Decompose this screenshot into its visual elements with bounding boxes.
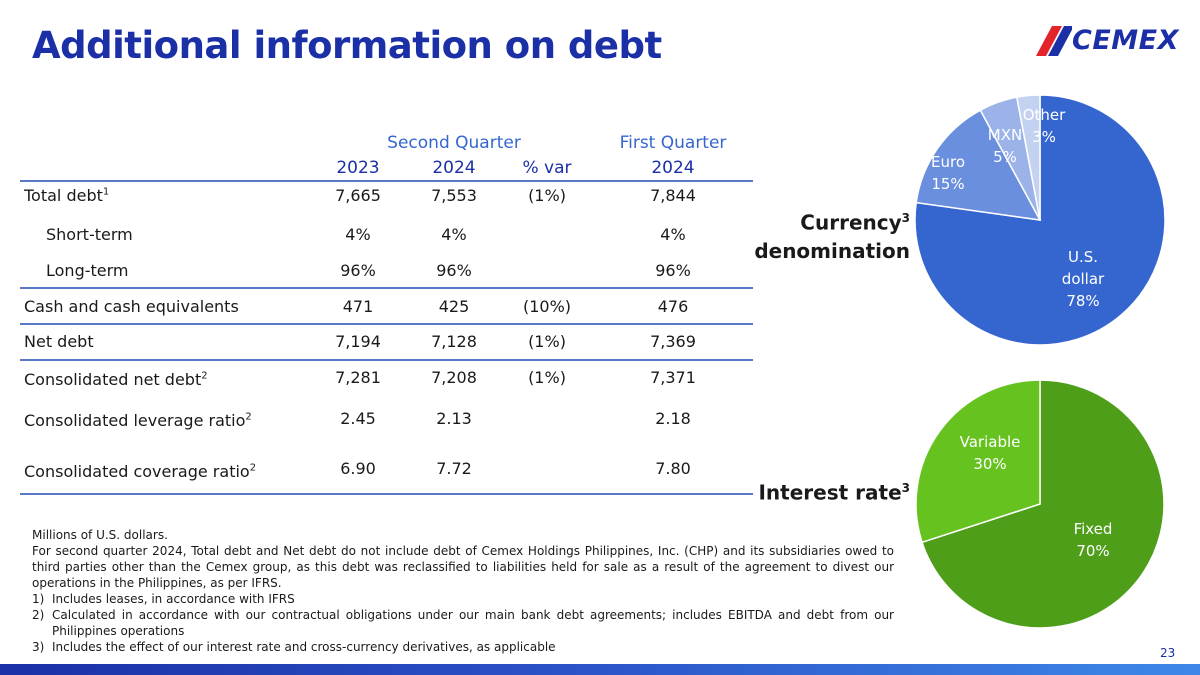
table-cell: (1%) [528,186,566,205]
table-cell: 96% [340,261,376,280]
footnote-text: Includes the effect of our interest rate… [52,640,556,654]
pie-slice-fixed [921,380,1165,629]
row-label: Cash and cash equivalents [24,297,239,316]
pie-slice-other [1015,94,1041,221]
row-label-sup: 2 [201,370,208,382]
table-cell: 7.80 [655,459,691,478]
pie-label-other: Other 3% [1023,106,1066,146]
cemex-logo: CEMEX [1032,24,1192,58]
col-header-2023: 2023 [336,158,380,178]
table-cell: 7,128 [431,332,477,351]
page-number: 23 [1160,646,1176,660]
currency-chart-title: Currency3 denomination [754,204,910,265]
row-label-text: Total debt [24,186,103,205]
row-label: Consolidated coverage ratio2 [24,462,256,481]
pie-label-u-s-dollar: U.S. dollar 78% [1062,248,1105,310]
table-rule-header [20,180,753,182]
table-cell: 7,665 [335,186,381,205]
table-cell: (1%) [528,368,566,387]
row-label-text: Consolidated leverage ratio [24,411,246,430]
pie-label-fixed: Fixed 70% [1074,520,1113,560]
footnote-text: Includes leases, in accordance with IFRS [52,592,295,606]
row-label-sup: 2 [249,462,257,474]
row-label: Short-term [46,225,133,244]
pie-slice-u-s-dollar [914,94,1166,346]
row-label-text: Long-term [46,261,129,280]
table-cell: 96% [436,261,472,280]
table-cell: 7,371 [650,368,696,387]
disclaimer-note: For second quarter 2024, Total debt and … [32,544,894,590]
footnote-number: 3) [32,640,45,654]
footnote-1: 1) Includes leases, in accordance with IF… [32,591,894,607]
group-header-first-quarter: First Quarter [619,133,727,153]
cemex-logo-mark-icon [1036,26,1072,56]
interest-chart-title-sup: 3 [901,481,910,495]
table-cell: 476 [657,297,689,316]
footnote-2: 2) Calculated in accordance with our cont… [32,607,894,639]
table-rule-netdebt [20,323,753,325]
row-label: Net debt [24,332,94,351]
table-cell: (10%) [522,297,572,316]
table-cell: 7.72 [436,459,472,478]
row-label-text: Consolidated coverage ratio [24,462,250,481]
row-label: Consolidated net debt2 [24,370,208,389]
table-cell: 7,844 [650,186,696,205]
pie-label-variable: Variable 30% [960,433,1021,473]
pie-label-mxn: MXN 5% [988,126,1022,166]
table-cell: 2.18 [655,409,691,428]
col-header-pct-var: % var [522,158,572,178]
table-cell: 7,369 [650,332,696,351]
table-rule-consolidated [20,359,753,361]
col-header-2024: 2024 [432,158,476,178]
table-rule-cash [20,287,753,289]
table-cell: 2.13 [436,409,472,428]
table-cell: 7,194 [335,332,381,351]
interest-pie-chart: Fixed 70% Variable 30% [915,380,1165,629]
table-cell: 4% [660,225,686,244]
table-cell: 6.90 [340,459,376,478]
table-cell: 4% [441,225,467,244]
page-title: Additional information on debt [32,24,662,67]
group-header-second-quarter: Second Quarter [387,133,521,153]
table-cell: 7,281 [335,368,381,387]
table-cell: 2.45 [340,409,376,428]
interest-chart-title-line1: Interest rate [758,480,902,505]
footnote-text: Calculated in accordance with our contra… [52,608,894,638]
currency-pie-chart: U.S. dollar 78% Euro 15% MXN 5%Other 3% [914,94,1166,346]
footnote-3: 3) Includes the effect of our interest ra… [32,639,894,655]
row-label-text: Short-term [46,225,133,244]
row-label-text: Consolidated net debt [24,370,202,389]
table-cell: 7,208 [431,368,477,387]
table-cell: 425 [438,297,470,316]
row-label: Total debt1 [24,186,109,205]
pie-slice-euro [915,109,1042,221]
interest-chart-title: Interest rate3 [758,474,910,507]
row-label: Consolidated leverage ratio2 [24,411,252,430]
row-label-sup: 2 [245,411,252,423]
currency-chart-title-line2: denomination [754,238,910,263]
currency-chart-title-sup: 3 [901,211,910,225]
footnotes: Millions of U.S. dollars. For second qua… [32,527,894,655]
row-label-text: Cash and cash equivalents [24,297,239,316]
cemex-logo-text: CEMEX [1072,25,1179,56]
table-cell: (1%) [528,332,566,351]
row-label-sup: 1 [102,186,110,198]
bottom-accent-bar [0,664,1200,675]
table-cell: 96% [655,261,691,280]
table-cell: 471 [342,297,374,316]
footnote-number: 2) [32,608,45,622]
footnote-number: 1) [32,592,45,606]
row-label: Long-term [46,261,129,280]
table-cell: 4% [345,225,371,244]
currency-chart-title-line1: Currency [800,210,902,235]
pie-label-euro: Euro 15% [931,153,965,193]
pie-slice-variable [915,380,1041,544]
units-note: Millions of U.S. dollars. [32,528,168,542]
table-rule-bottom [20,493,753,495]
col-header-first-2024: 2024 [651,158,695,178]
row-label-text: Net debt [24,332,94,351]
table-cell: 7,553 [431,186,477,205]
